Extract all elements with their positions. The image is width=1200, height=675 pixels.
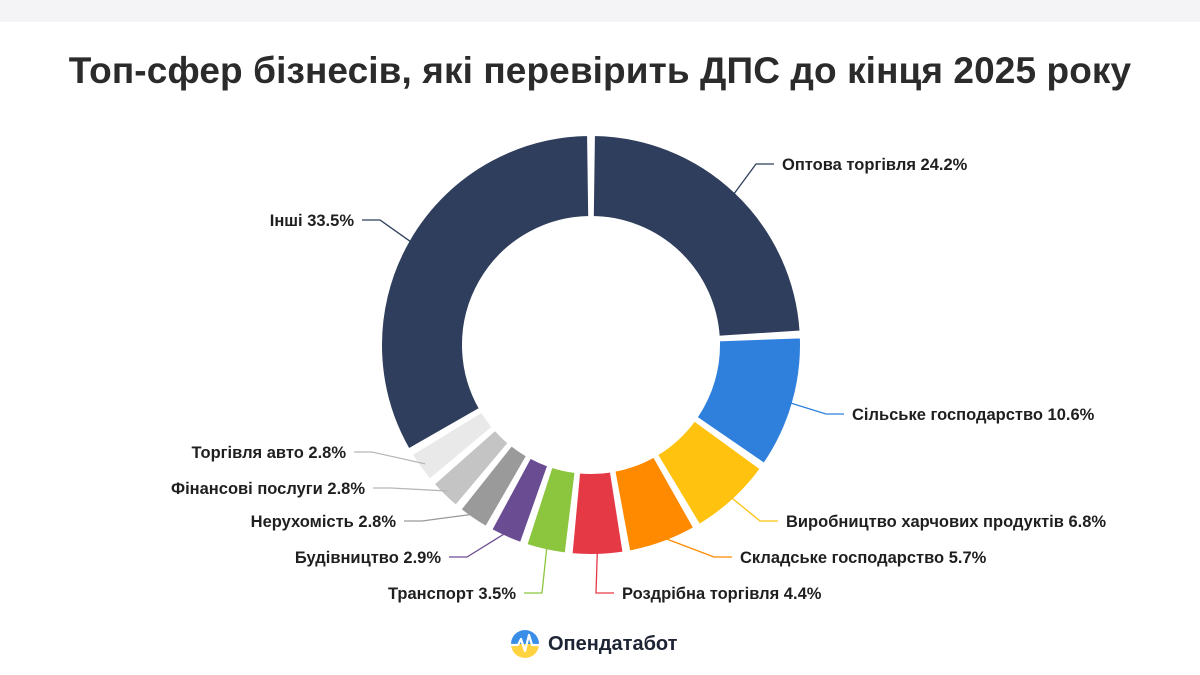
data-label-5: Роздрібна торгівля 4.4% [622, 585, 822, 603]
leader-line-8 [404, 513, 477, 522]
opendatabot-logo-icon [511, 630, 539, 658]
slice-9 [432, 428, 510, 507]
data-label-2: Сільське господарство 10.6% [852, 406, 1095, 424]
brand: Опендатабот [510, 628, 677, 660]
data-label-10: Торгівля авто 2.8% [191, 444, 346, 462]
data-label-1: Оптова торгівля 24.2% [782, 156, 968, 174]
data-label-8: Нерухомість 2.8% [251, 513, 397, 531]
slice-7 [490, 456, 550, 544]
slice-1 [591, 134, 802, 338]
slice-2 [695, 336, 802, 465]
data-label-4: Складське господарство 5.7% [740, 549, 987, 567]
leader-line-4 [660, 536, 732, 558]
slice-6 [525, 465, 577, 555]
brand-name: Опендатабот [548, 632, 678, 655]
data-label-7: Будівництво 2.9% [295, 549, 441, 567]
leader-line-11 [362, 219, 415, 245]
slice-10 [410, 410, 494, 481]
data-label-9: Фінансові послуги 2.8% [171, 480, 365, 498]
chart-title: Топ-сфер бізнесів, які перевірить ДПС до… [68, 50, 1132, 91]
data-label-3: Виробництво харчових продуктів 6.8% [786, 513, 1106, 531]
leader-line-3 [728, 494, 778, 522]
slice-5 [570, 470, 625, 556]
slice-11 [380, 134, 591, 451]
slice-8 [459, 444, 529, 528]
data-label-11: Інші 33.5% [270, 212, 355, 230]
slice-3 [656, 419, 762, 526]
leader-line-7 [449, 530, 509, 558]
top-band [0, 0, 1200, 22]
data-label-6: Транспорт 3.5% [388, 585, 516, 603]
leader-line-2 [786, 401, 844, 415]
leader-line-5 [595, 548, 614, 594]
slice-4 [613, 455, 696, 553]
leader-line-10 [354, 451, 426, 465]
leader-line-1 [731, 163, 774, 198]
leader-line-6 [524, 544, 548, 594]
leader-line-9 [373, 487, 449, 492]
